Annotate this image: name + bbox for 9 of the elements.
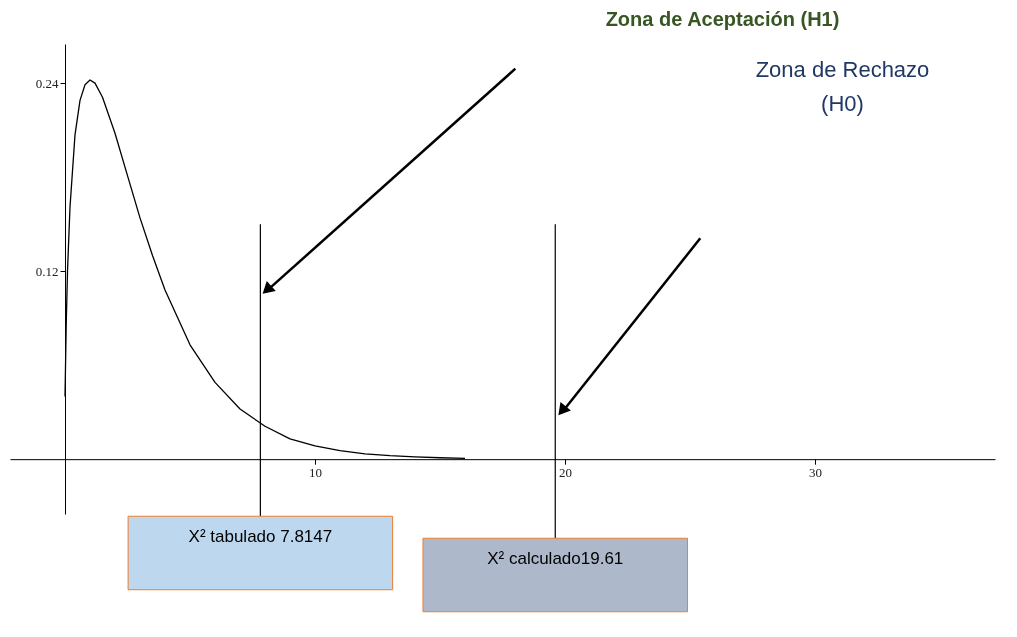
x-tick-label: 30 xyxy=(809,464,822,480)
annotation: Zona de Rechazo (H0) xyxy=(755,56,930,116)
x-tick-label: 20 xyxy=(559,464,572,480)
ref-line-label: X² calculado19.61 xyxy=(487,549,624,568)
y-tick-label: 0.12 xyxy=(35,263,59,279)
x-tick-label: 10 xyxy=(309,464,322,480)
y-tick-label: 0.24 xyxy=(35,75,59,91)
ref-line-label: X² tabulado 7.8147 xyxy=(188,527,333,546)
chart-title: Zona de Aceptación (H1) xyxy=(605,8,840,30)
